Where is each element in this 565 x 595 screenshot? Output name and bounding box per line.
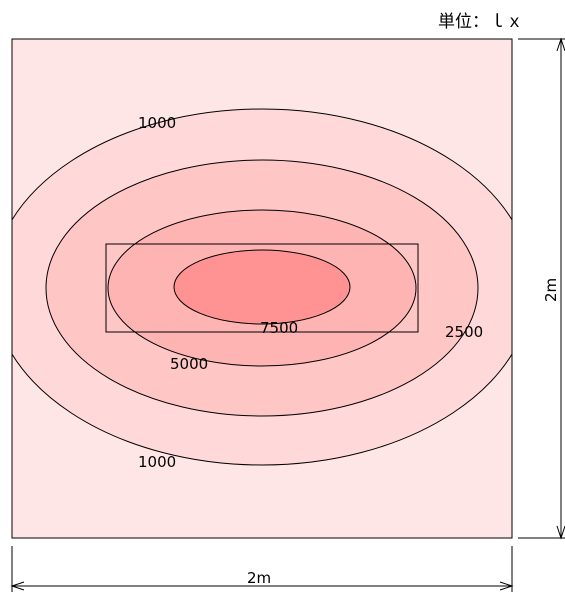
unit-label: 単位：ｌｘ: [438, 12, 523, 32]
room-outline: [11, 38, 513, 539]
contour-label-1000-top: 1000: [138, 114, 176, 132]
height-dimension-label: 2m: [542, 278, 560, 302]
luminaire-outline: [105, 243, 419, 333]
contour-7500: [173, 249, 351, 325]
width-dimension: [10, 546, 514, 592]
width-dimension-label: 2m: [247, 569, 271, 587]
contour-label-7500: 7500: [260, 319, 298, 337]
height-dimension: [518, 37, 565, 540]
contour-label-2500: 2500: [445, 323, 483, 341]
contour-label-5000: 5000: [170, 355, 208, 373]
contour-label-1000-bottom: 1000: [138, 453, 176, 471]
